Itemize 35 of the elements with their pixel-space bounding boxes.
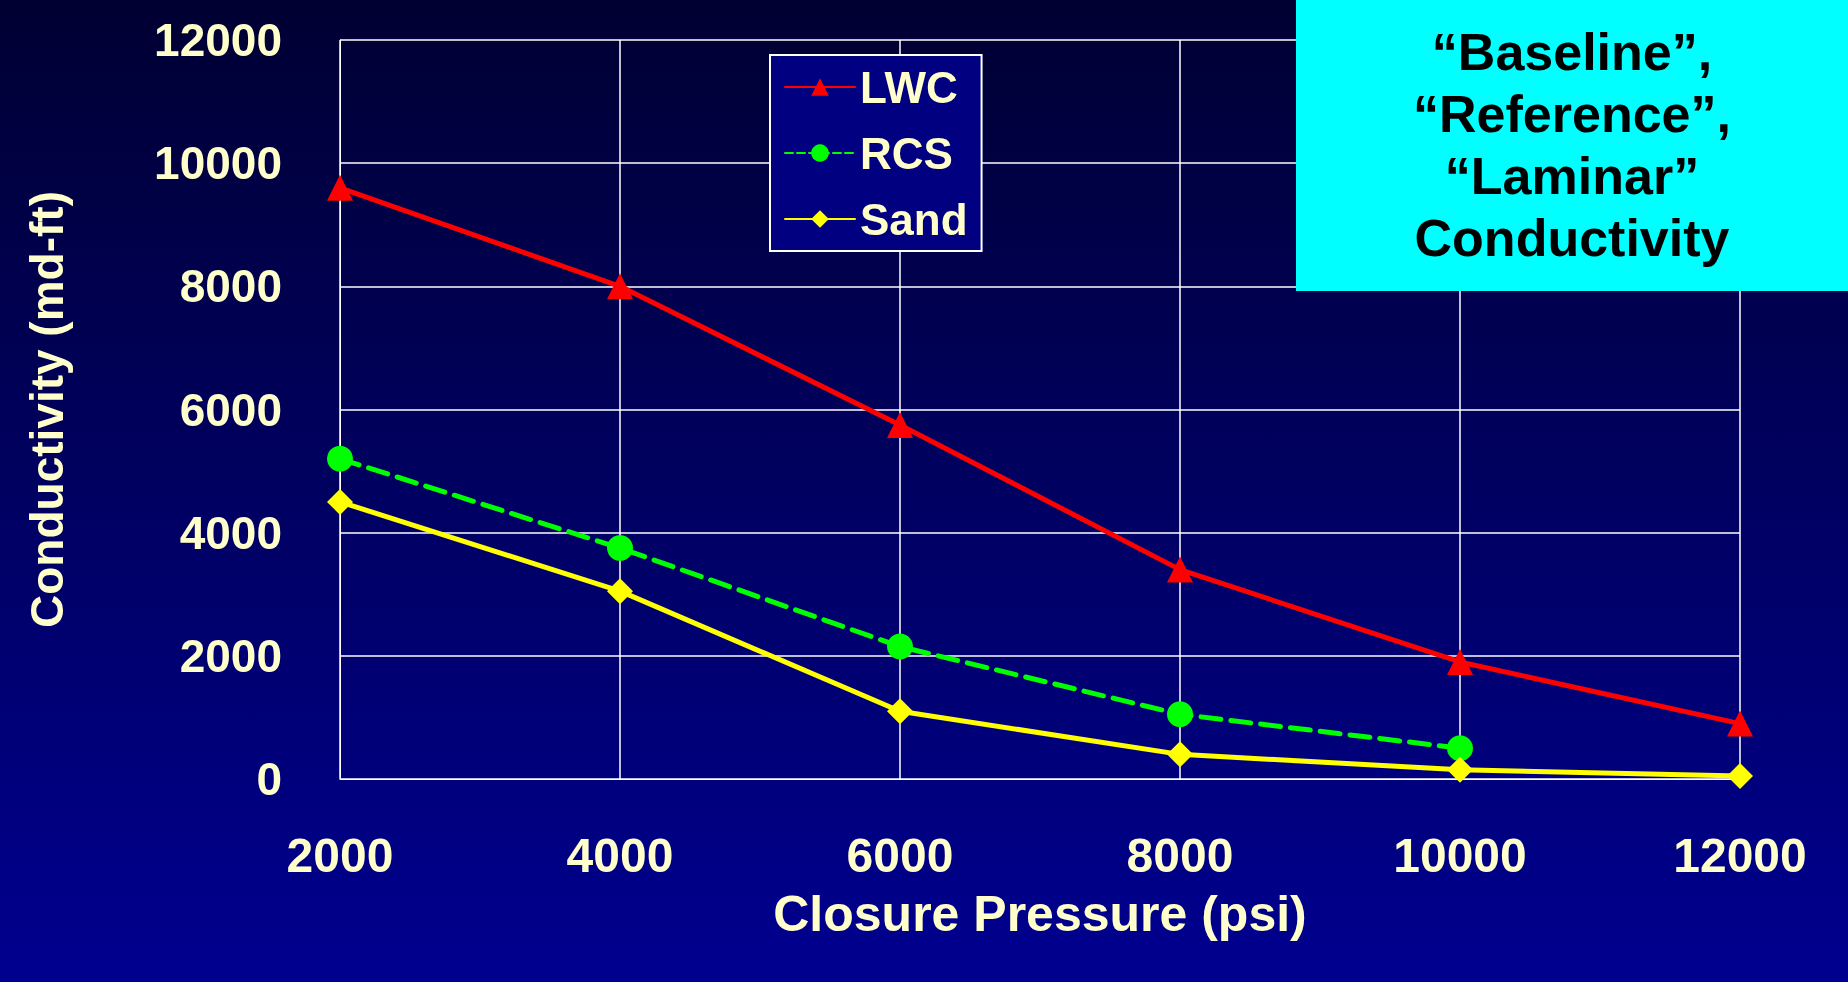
point [1727, 762, 1753, 789]
point [1447, 648, 1473, 675]
point [1727, 710, 1753, 737]
point [887, 411, 913, 438]
x-tick-label: 10000 [1393, 828, 1527, 882]
point [1167, 556, 1193, 583]
point [887, 698, 913, 725]
x-tick-label: 6000 [846, 828, 954, 882]
point [1447, 756, 1473, 783]
y-tick-label: 2000 [179, 629, 282, 682]
point [1167, 701, 1193, 728]
point [327, 445, 353, 472]
legend-label: LWC [860, 62, 958, 112]
point [327, 174, 353, 201]
legend-label: Sand [860, 194, 968, 244]
point [887, 633, 913, 660]
point [1447, 735, 1473, 762]
y-tick-label: 10000 [154, 137, 282, 190]
x-axis-title: Closure Pressure (psi) [773, 886, 1307, 942]
x-tick-label: 4000 [566, 828, 674, 882]
point [607, 535, 633, 562]
y-tick-label: 8000 [179, 260, 282, 313]
y-axis-title: Conductivity (md-ft) [21, 191, 73, 628]
y-tick-label: 0 [256, 753, 282, 805]
y-tick-label: 12000 [154, 14, 282, 66]
x-tick-label: 2000 [286, 828, 394, 882]
point [607, 578, 633, 605]
x-tick-label: 8000 [1126, 828, 1234, 882]
y-tick-label: 6000 [179, 383, 282, 436]
legend-label: RCS [860, 128, 953, 178]
x-tick-label: 12000 [1673, 828, 1807, 882]
y-tick-label: 4000 [179, 506, 282, 559]
point [327, 488, 353, 515]
point [607, 273, 633, 300]
point [1167, 741, 1193, 768]
